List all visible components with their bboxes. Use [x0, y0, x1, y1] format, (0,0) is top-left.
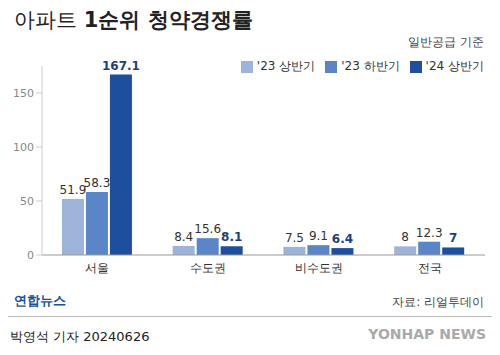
svg-text:50: 50	[20, 195, 34, 208]
svg-text:서울: 서울	[85, 261, 109, 275]
svg-text:전국: 전국	[418, 261, 442, 275]
svg-text:51.9: 51.9	[60, 183, 87, 197]
svg-text:12.3: 12.3	[416, 226, 443, 240]
svg-text:8.4: 8.4	[174, 230, 193, 244]
svg-text:8.1: 8.1	[221, 230, 242, 244]
svg-text:6.4: 6.4	[332, 232, 353, 246]
html-text:'23 상반기: '23 상반기	[256, 59, 316, 73]
html-text:'24 상반기: '24 상반기	[425, 59, 484, 73]
svg-text:8: 8	[401, 230, 409, 244]
svg-text:100: 100	[13, 141, 34, 154]
html-text:YONHAP NEWS: YONHAP NEWS	[368, 326, 486, 342]
html-text:일반공급 기준: 일반공급 기준	[408, 35, 484, 49]
svg-text:7: 7	[449, 231, 457, 245]
svg-text:15.6: 15.6	[194, 222, 221, 236]
html-text:'23 하반기: '23 하반기	[341, 59, 400, 73]
html-text:아파트1순위 청약경쟁률: 아파트1순위 청약경쟁률	[14, 8, 253, 32]
svg-text:167.1: 167.1	[102, 59, 140, 73]
svg-text:7.5: 7.5	[285, 231, 304, 245]
svg-text:58.3: 58.3	[84, 176, 111, 190]
html-text:자료: 리얼투데이: 자료: 리얼투데이	[392, 295, 484, 309]
svg-text:9.1: 9.1	[309, 229, 328, 243]
svg-text:수도권: 수도권	[190, 261, 226, 275]
svg-text:150: 150	[13, 87, 34, 100]
html-text:연합뉴스: 연합뉴스	[14, 293, 66, 308]
svg-text:0: 0	[27, 249, 34, 262]
html-text:박영석 기자 20240626: 박영석 기자 20240626	[10, 329, 150, 344]
svg-text:비수도권: 비수도권	[295, 261, 343, 275]
